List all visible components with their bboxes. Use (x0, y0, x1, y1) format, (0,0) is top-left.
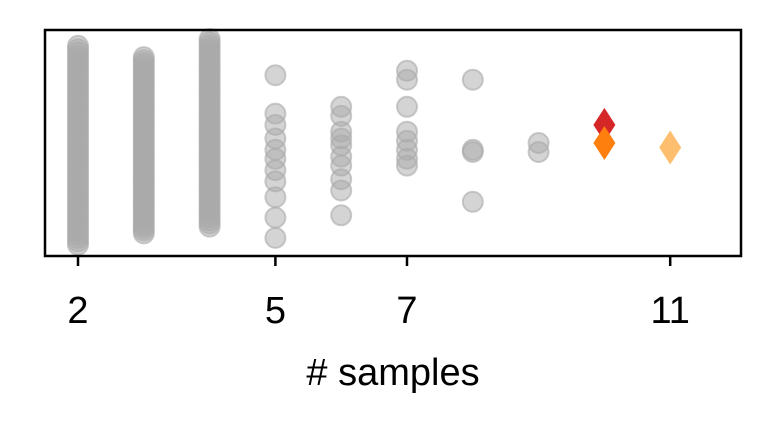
data-point (461, 190, 484, 213)
data-point (198, 28, 221, 50)
data-point (264, 186, 287, 209)
highlight-point (593, 126, 616, 160)
x-tick-label: 2 (67, 290, 88, 332)
x-axis-label: # samples (306, 352, 479, 394)
points-layer (67, 28, 550, 256)
data-point (330, 204, 353, 227)
data-point (396, 154, 418, 177)
data-point (264, 64, 287, 87)
highlight-layer (593, 107, 682, 165)
data-point (67, 34, 89, 57)
x-tick-label: 5 (265, 290, 286, 332)
data-point (132, 46, 155, 69)
plot-frame (43, 28, 743, 258)
data-point (264, 206, 287, 229)
data-point (396, 68, 418, 91)
data-point (461, 68, 484, 91)
data-point (396, 95, 418, 118)
highlight-point (593, 107, 616, 142)
x-axis: 2 5 7 11 (67, 256, 690, 332)
data-point (527, 141, 550, 163)
x-tick-label: 7 (396, 290, 417, 332)
data-point (330, 179, 353, 202)
x-tick-label: 11 (650, 290, 689, 332)
data-point (461, 141, 484, 163)
data-point (264, 226, 287, 249)
highlight-point (659, 130, 682, 165)
